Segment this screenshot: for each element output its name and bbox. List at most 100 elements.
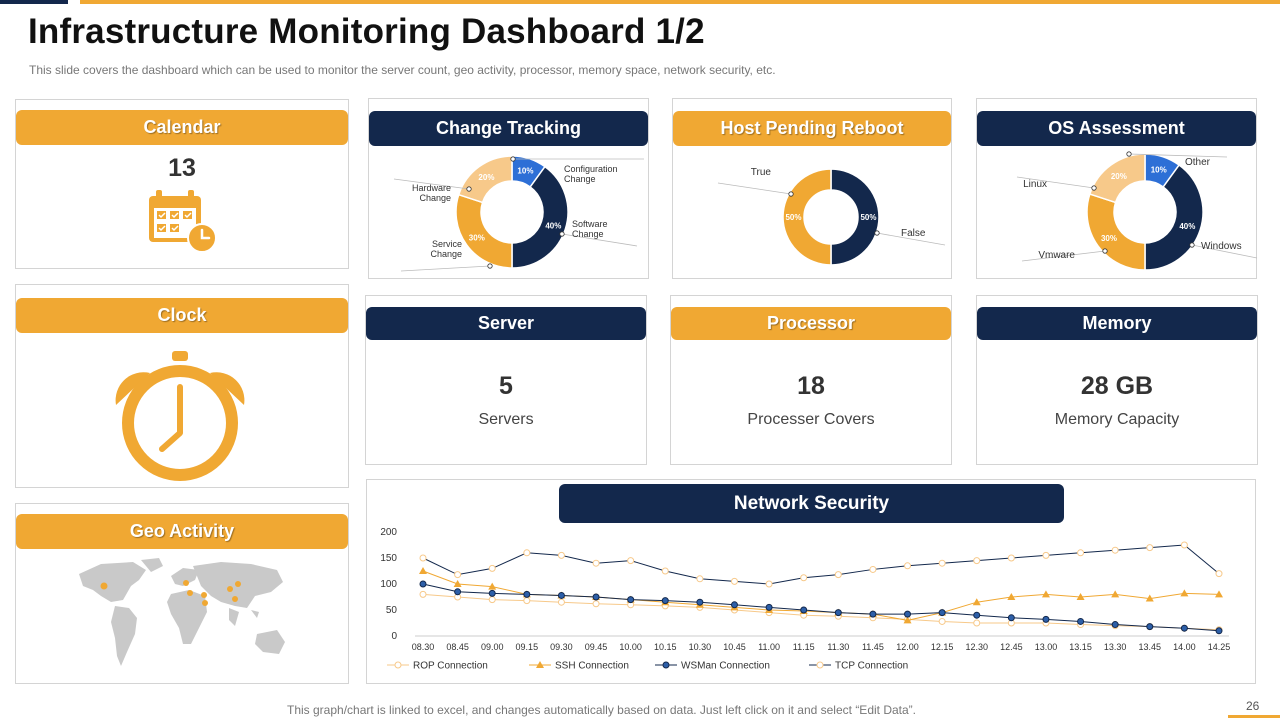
ns-series-0-point-0 — [419, 590, 427, 598]
geo-activity-header: Geo Activity — [16, 514, 348, 549]
ct-label-3-a: Hardware — [412, 183, 451, 193]
ns-xtick-11: 11.15 — [793, 642, 815, 652]
ns-series-2-point-15 — [938, 609, 946, 617]
os-leader-0 — [1128, 153, 1228, 158]
server-card: Server 5 Servers — [365, 295, 647, 465]
ns-series-3-point-12 — [834, 571, 842, 579]
calendar-clock-icon — [149, 190, 217, 253]
world-map-icon — [79, 558, 285, 666]
os-pct-2: 30% — [1101, 234, 1117, 243]
network-security-header: Network Security — [559, 484, 1064, 523]
ns-legend-0-marker — [394, 661, 402, 669]
ns-xtick-14: 12.00 — [896, 642, 919, 652]
ns-xtick-3: 09.15 — [516, 642, 539, 652]
hr-slice-1 — [782, 168, 832, 266]
ct-leader-dot-0 — [510, 156, 516, 162]
ns-series-0-point-3 — [523, 597, 531, 605]
ns-series-3-line — [422, 544, 1220, 585]
host-reboot-donut: 50% 50% False True — [717, 167, 946, 266]
clock-header: Clock — [16, 298, 348, 333]
calendar-header: Calendar — [16, 110, 348, 145]
os-slice-1 — [1144, 164, 1204, 271]
ct-label-1-b: Change — [572, 229, 604, 239]
processor-value: 18 — [797, 372, 825, 400]
ns-series-2-point-5 — [592, 593, 600, 601]
ns-xtick-7: 10.15 — [654, 642, 677, 652]
os-pct-0: 10% — [1151, 166, 1167, 175]
ns-xtick-0: 08.30 — [412, 642, 435, 652]
ns-ytick-2: 100 — [380, 579, 397, 590]
ns-series-3-point-22 — [1180, 541, 1188, 549]
ct-label-2-b: Change — [430, 249, 462, 259]
ns-xtick-16: 12.30 — [965, 642, 988, 652]
ns-series-2-point-14 — [904, 610, 912, 618]
ns-xtick-23: 14.25 — [1208, 642, 1231, 652]
os-leader-dot-1 — [1189, 242, 1195, 248]
calendar-card: Calendar 13 — [15, 99, 349, 269]
ct-label-0-a: Configuration — [564, 164, 618, 174]
ns-ytick-1: 50 — [386, 605, 398, 616]
ns-series-0-point-4 — [557, 598, 565, 606]
ns-series-2-point-9 — [730, 601, 738, 609]
memory-value: 28 GB — [1080, 372, 1154, 400]
server-value: 5 — [499, 372, 513, 400]
ct-leader-dot-1 — [559, 231, 565, 237]
ns-xtick-18: 13.00 — [1035, 642, 1058, 652]
ns-ytick-4: 200 — [380, 527, 397, 538]
ct-slice-3 — [457, 155, 513, 204]
ns-series-3-point-2 — [488, 564, 496, 572]
os-label-3: Linux — [1023, 179, 1047, 190]
os-assessment-header: OS Assessment — [977, 111, 1256, 146]
hr-leader-dot-1 — [788, 191, 794, 197]
os-pct-1: 40% — [1179, 222, 1195, 231]
host-reboot-header: Host Pending Reboot — [673, 111, 951, 146]
ct-pct-1: 40% — [545, 221, 561, 230]
ns-xtick-5: 09.45 — [585, 642, 608, 652]
ns-series-1-point-18 — [1041, 590, 1050, 598]
ns-series-3-point-3 — [523, 549, 531, 557]
hr-pct-1: 50% — [785, 213, 801, 222]
os-slice-2 — [1086, 193, 1146, 271]
processor-card: Processor 18 Processer Covers — [670, 295, 952, 465]
memory-label: Memory Capacity — [1054, 411, 1180, 428]
ns-series-3-point-1 — [454, 571, 462, 579]
ct-pct-3: 20% — [478, 173, 494, 182]
ns-series-2-point-2 — [488, 589, 496, 597]
host-reboot-card: Host Pending Reboot 50% 50% False True — [672, 98, 952, 279]
ns-legend-0-label: ROP Connection — [413, 661, 488, 672]
ns-series-3-point-6 — [627, 557, 635, 565]
ct-slice-2 — [455, 193, 513, 269]
footer-note: This graph/chart is linked to excel, and… — [287, 703, 916, 717]
ns-series-1-point-22 — [1180, 589, 1189, 597]
processor-label: Processer Covers — [747, 411, 875, 428]
ns-series-2-point-16 — [973, 611, 981, 619]
ns-series-2-point-19 — [1077, 617, 1085, 625]
ct-label-2-a: Service — [432, 239, 462, 249]
ns-series-1-point-16 — [972, 598, 981, 606]
ct-label-0-b: Change — [564, 174, 596, 184]
memory-header: Memory — [977, 307, 1257, 340]
ns-xtick-8: 10.30 — [689, 642, 712, 652]
page-number: 26 — [1246, 699, 1260, 713]
ns-series-3-point-21 — [1146, 544, 1154, 552]
ns-series-2-point-22 — [1180, 624, 1188, 632]
ns-series-2-point-8 — [696, 598, 704, 606]
ns-xtick-12: 11.30 — [827, 642, 849, 652]
ct-slice-1 — [511, 165, 569, 269]
ns-series-0-line — [422, 593, 1220, 631]
ns-series-2-point-1 — [454, 588, 462, 596]
os-assessment-card: OS Assessment 10% 40% 30% 20% Other Windows Vm… — [976, 98, 1258, 279]
page-title: Infrastructure Monitoring Dashboard 1/2 — [28, 12, 705, 51]
calendar-value: 13 — [168, 154, 196, 182]
os-pct-3: 20% — [1111, 172, 1127, 181]
ns-xtick-6: 10.00 — [619, 642, 642, 652]
ns-legend-2-label: WSMan Connection — [681, 661, 770, 672]
ns-series-2-line — [422, 583, 1220, 632]
ct-leader-dot-2 — [487, 263, 493, 269]
os-slice-3 — [1088, 153, 1146, 204]
ns-xtick-1: 08.45 — [446, 642, 469, 652]
os-leader-dot-0 — [1126, 151, 1132, 157]
ns-series-3-point-13 — [869, 565, 877, 573]
ns-legend-1-label: SSH Connection — [555, 661, 629, 672]
ns-series-3-point-11 — [800, 574, 808, 582]
